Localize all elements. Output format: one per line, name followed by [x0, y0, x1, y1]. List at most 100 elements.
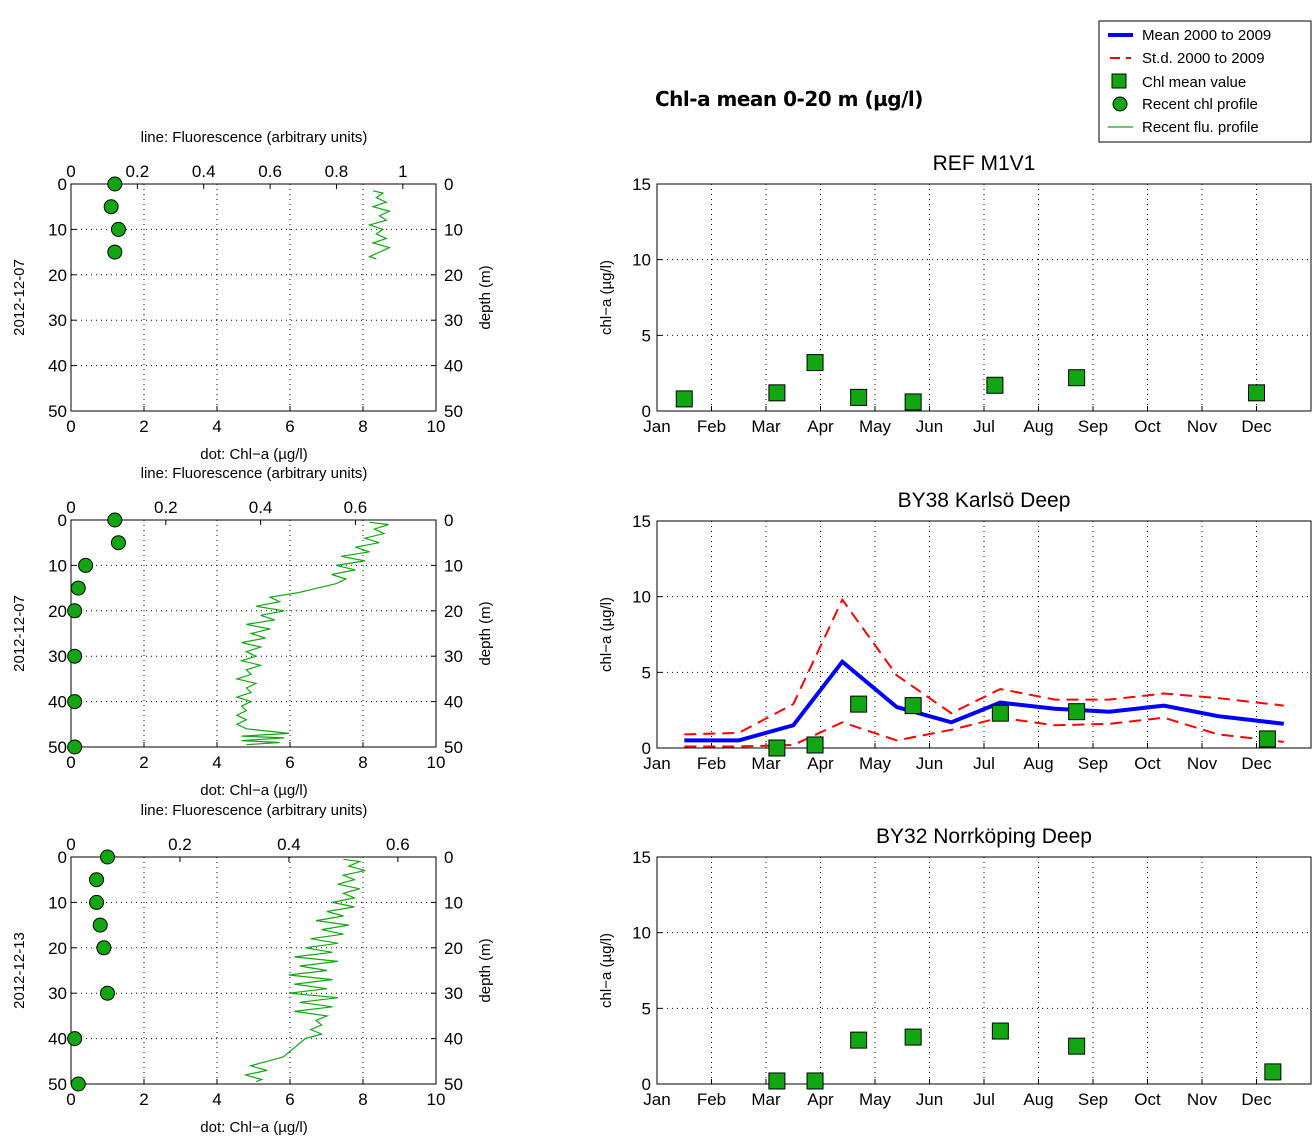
depth-tick-label-left: 30 [48, 647, 67, 666]
y-tick-label: 15 [632, 512, 651, 531]
date-label: 2012-12-13 [11, 932, 28, 1009]
station-panel-3: 0 5 10 15 Jan Feb Mar Apr May Jun Jul Aug Sep Oct Nov D… [598, 825, 1312, 1109]
chl-mean-square [1068, 703, 1086, 721]
station-title: BY38 Karlsö Deep [898, 489, 1071, 512]
depth-tick-label-right: 40 [444, 693, 463, 712]
month-tick-label: Aug [1023, 1090, 1053, 1109]
month-tick-label: May [859, 754, 892, 773]
flu-tick-label: 0.6 [258, 162, 282, 181]
chl-mean-square [1264, 1063, 1282, 1081]
chl-mean-square [768, 384, 786, 402]
legend-std-label: St.d. 2000 to 2009 [1142, 50, 1265, 67]
fluorescence-profile-line [367, 190, 392, 260]
month-tick-label: May [859, 417, 892, 436]
chl-mean-square [850, 1031, 868, 1049]
depth-tick-label-left: 40 [48, 357, 67, 376]
chl-profile-point [107, 244, 123, 260]
legend-box [1098, 20, 1312, 143]
chl-tick-label: 2 [139, 417, 148, 436]
mean-line [684, 658, 1285, 743]
y-tick-label: 15 [632, 848, 651, 867]
chl-tick-label: 2 [139, 1090, 148, 1109]
flu-tick-label: 0.4 [277, 835, 301, 854]
month-tick-label: Oct [1134, 417, 1161, 436]
month-tick-label: Jul [973, 1090, 995, 1109]
chl-profile-point [107, 512, 123, 528]
right-axis-label: depth (m) [477, 601, 494, 665]
right-axis-label: depth (m) [477, 938, 494, 1002]
month-tick-label: Aug [1023, 417, 1053, 436]
month-tick-label: Dec [1241, 1090, 1272, 1109]
depth-tick-label-right: 10 [444, 220, 463, 239]
chl-profile-point [96, 940, 112, 956]
chl-tick-label: 4 [212, 417, 221, 436]
flu-tick-label: 0.2 [168, 835, 192, 854]
page-title: Chl-a mean 0-20 m (µg/l) [655, 87, 923, 111]
month-tick-label: Sep [1078, 754, 1108, 773]
depth-tick-label-left: 20 [48, 602, 67, 621]
plot-frame [656, 183, 1312, 412]
top-axis-label: line: Fluorescence (arbitrary units) [141, 129, 368, 146]
depth-tick-label-left: 0 [58, 511, 67, 530]
flu-tick-label: 0.4 [249, 498, 273, 517]
month-tick-label: Dec [1241, 417, 1272, 436]
month-tick-label: Jul [973, 417, 995, 436]
date-label: 2012-12-07 [11, 595, 28, 672]
chl-mean-square [768, 1072, 786, 1090]
chl-mean-square [1068, 1037, 1086, 1055]
month-tick-label: Nov [1187, 754, 1218, 773]
plot-frame [70, 183, 437, 412]
chl-mean-square [991, 1022, 1009, 1040]
flu-tick-label: 0.6 [344, 498, 368, 517]
y-axis-label: chl−a (µg/l) [598, 933, 615, 1008]
depth-tick-label-left: 40 [48, 1030, 67, 1049]
legend-circle-label: Recent chl profile [1142, 96, 1258, 113]
month-tick-label: Nov [1187, 417, 1218, 436]
y-tick-label: 10 [632, 588, 651, 607]
chl-tick-label: 0 [66, 417, 75, 436]
month-tick-label: Jan [643, 754, 670, 773]
depth-tick-label-right: 20 [444, 266, 463, 285]
chl-mean-square [1258, 730, 1276, 748]
chl-tick-label: 8 [358, 753, 367, 772]
std-line [684, 597, 1284, 736]
depth-tick-label-right: 20 [444, 939, 463, 958]
month-tick-label: Oct [1134, 754, 1161, 773]
chl-profile-point [89, 872, 105, 888]
bottom-axis-label: dot: Chl−a (µg/l) [200, 1119, 307, 1136]
chl-tick-label: 0 [66, 753, 75, 772]
bottom-axis-label: dot: Chl−a (µg/l) [200, 446, 307, 463]
y-tick-label: 5 [642, 999, 651, 1018]
depth-tick-label-right: 40 [444, 357, 463, 376]
depth-tick-label-right: 30 [444, 984, 463, 1003]
chl-profile-point [67, 739, 83, 755]
month-tick-label: May [859, 1090, 892, 1109]
top-axis-label: line: Fluorescence (arbitrary units) [141, 802, 368, 819]
legend-circle-marker [1112, 96, 1128, 112]
depth-tick-label-left: 40 [48, 693, 67, 712]
chl-profile-point [89, 894, 105, 910]
month-tick-label: Mar [751, 417, 781, 436]
plot-frame [656, 856, 1312, 1085]
depth-tick-label-right: 10 [444, 556, 463, 575]
chl-mean-square [850, 388, 868, 406]
month-tick-label: Mar [751, 1090, 781, 1109]
y-axis-label: chl−a (µg/l) [598, 597, 615, 672]
chl-mean-square [904, 1028, 922, 1046]
month-tick-label: Apr [807, 1090, 834, 1109]
month-tick-label: Feb [697, 1090, 726, 1109]
month-tick-label: Jun [916, 1090, 943, 1109]
chl-mean-square [1248, 384, 1265, 402]
station-panel-1: 0 5 10 15 Jan Feb Mar Apr May Jun Jul Aug Sep Oct Nov D… [598, 152, 1312, 436]
month-tick-label: Feb [697, 754, 726, 773]
chl-tick-label: 2 [139, 753, 148, 772]
chl-tick-label: 10 [427, 1090, 446, 1109]
chl-mean-square [991, 704, 1009, 722]
chl-tick-label: 6 [285, 1090, 294, 1109]
month-tick-label: Sep [1078, 1090, 1108, 1109]
chl-profile-point [67, 1031, 83, 1047]
depth-tick-label-left: 20 [48, 266, 67, 285]
chl-profile-point [110, 221, 126, 237]
